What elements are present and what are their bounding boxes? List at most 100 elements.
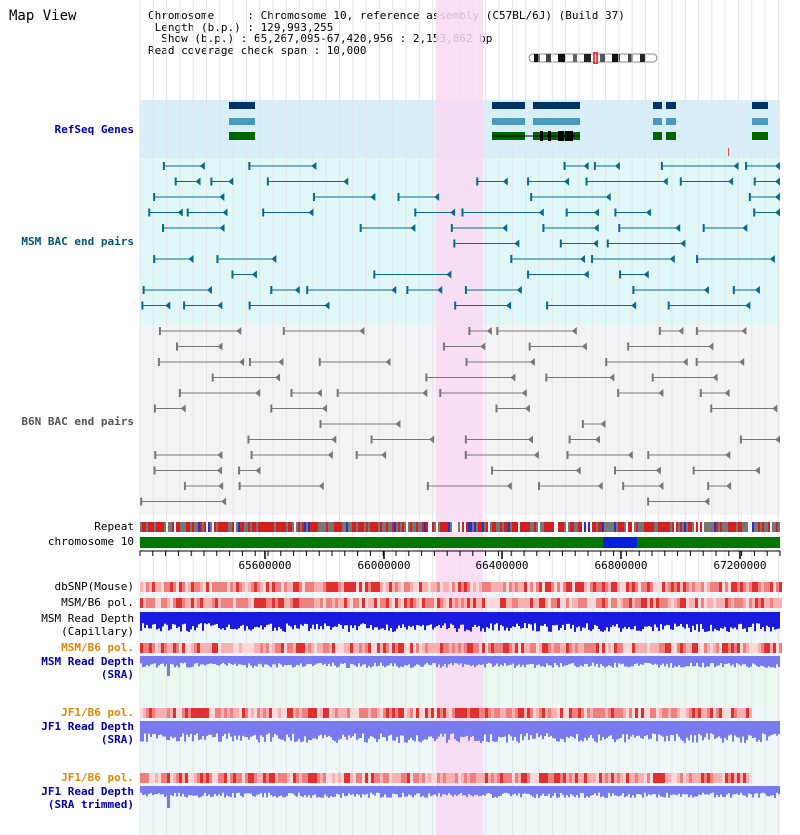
jf1-depth-sra-bar [742,721,744,737]
repeat-mark [356,522,358,532]
repeat-mark [716,522,718,532]
jf1-depth-sra-bar [744,721,746,743]
repeat-mark [656,522,658,532]
jf1-depth-trim-bar [268,786,270,793]
dbsnp-cell [776,582,779,592]
jf1-depth-trim-bar [188,786,190,796]
msm-depth-sra-bar [570,656,572,664]
jf1-depth-sra-bar [710,721,712,734]
repeat-mark [300,522,302,532]
jf1-depth-trim-bar [730,786,732,798]
msm-sra-pol-cell [434,643,437,653]
msm-depth-sra-bar [266,656,268,665]
dbsnp-cell [557,582,560,592]
msm-depth-sra-bar [418,656,420,665]
msm-depth-sra-bar [528,656,530,665]
msm-pol-cell [446,598,449,608]
msm-depth-cap-bar [406,612,408,630]
msm-depth-sra-bar [270,656,272,668]
jf1-depth-trim-bar [650,786,652,795]
jf1-depth-trim-bar [608,786,610,793]
jf1-pol-cell [398,708,401,718]
jf1-pol-cell [257,708,260,718]
msm-pol-cell [341,598,344,608]
repeat-mark [388,522,390,532]
msm-depth-cap-bar [210,612,212,626]
chromosome-ideogram[interactable] [528,52,660,64]
b6n-pair-arrow [506,482,512,490]
jf1-depth-sra-bar [202,721,204,737]
b6n-pair-end [568,435,571,444]
msm-pair-end [679,177,682,186]
msm-depth-cap-bar [202,612,204,631]
msm-depth-cap-bar [546,612,548,627]
dbsnp-cell [614,582,617,592]
jf1-trim-pol-cell [743,773,746,783]
jf1-depth-trim-bar [600,786,602,798]
jf1-depth-sra-bar [550,721,552,736]
jf1-trim-pol-cell [194,773,197,783]
jf1-trim-pol-cell [641,773,644,783]
msm-pair-arrow [228,177,234,186]
msm-sra-pol-cell [272,643,275,653]
repeat-mark [486,522,488,532]
msm-depth-sra-bar [292,656,294,668]
msm-pair-end [565,208,568,217]
repeat-mark [768,522,770,532]
msm-pol-cell [734,598,737,608]
msm-pol-cell [326,598,329,608]
msm-pol-cell [674,598,677,608]
jf1-depth-trim-bar [254,786,256,797]
jf1-trim-pol-cell [728,773,731,783]
jf1-depth-sra-bar [164,721,166,737]
repeat-mark [422,522,424,532]
jf1-pol-cell [440,708,443,718]
msm-depth-sra-bar [622,656,624,664]
repeat-mark [484,522,486,532]
jf1-depth-trim-bar [716,786,718,796]
msm-pol-cell [569,598,572,608]
dbsnp-cell [605,582,608,592]
msm-depth-sra-bar [424,656,426,665]
jf1-pol-cell [368,708,371,718]
jf1-depth-trim-bar [274,786,276,796]
jf1-trim-pol-cell [407,773,410,783]
msm-depth-sra-bar [532,656,534,665]
b6n-pair-arrow [322,404,328,413]
jf1-depth-trim-bar [694,786,696,797]
msm-depth-cap-bar [142,612,144,624]
msm-depth-sra-bar [448,656,450,665]
jf1-trim-pol-cell [296,773,299,783]
jf1-depth-sra-bar [574,721,576,739]
gene-block [492,118,525,125]
msm-depth-sra-bar [632,656,634,667]
msm-depth-sra-bar [736,656,738,664]
jf1-trim-pol-cell [266,773,269,783]
jf1-depth-trim-bar [506,786,508,793]
jf1-pol-cell [269,708,272,718]
repeat-mark [662,522,664,532]
repeat-mark [514,522,516,532]
jf1-trim-pol-cell [635,773,638,783]
msm-pol-cell [146,598,149,608]
jf1-depth-sra-bar [510,721,512,737]
jf1-trim-pol-cell [590,773,593,783]
repeat-mark [650,522,652,532]
jf1-depth-trim-bar [312,786,314,796]
msm-sra-pol-cell [458,643,461,653]
jf1-depth-trim-bar [688,786,690,798]
msm-depth-sra-bar [354,656,356,666]
msm-depth-sra-bar [324,656,326,664]
msm-pol-cell [659,598,662,608]
msm-depth-cap-bar [304,612,306,624]
b6n-pair-arrow [739,358,745,366]
jf1-pol-cell [581,708,584,718]
repeat-mark [474,522,476,532]
jf1-depth-sra-bar [312,721,314,739]
repeat-mark [184,522,186,532]
repeat-mark [462,522,464,532]
msm-pair-arrow [614,162,620,170]
msm-pair-end [660,162,663,170]
repeat-mark [476,522,478,532]
